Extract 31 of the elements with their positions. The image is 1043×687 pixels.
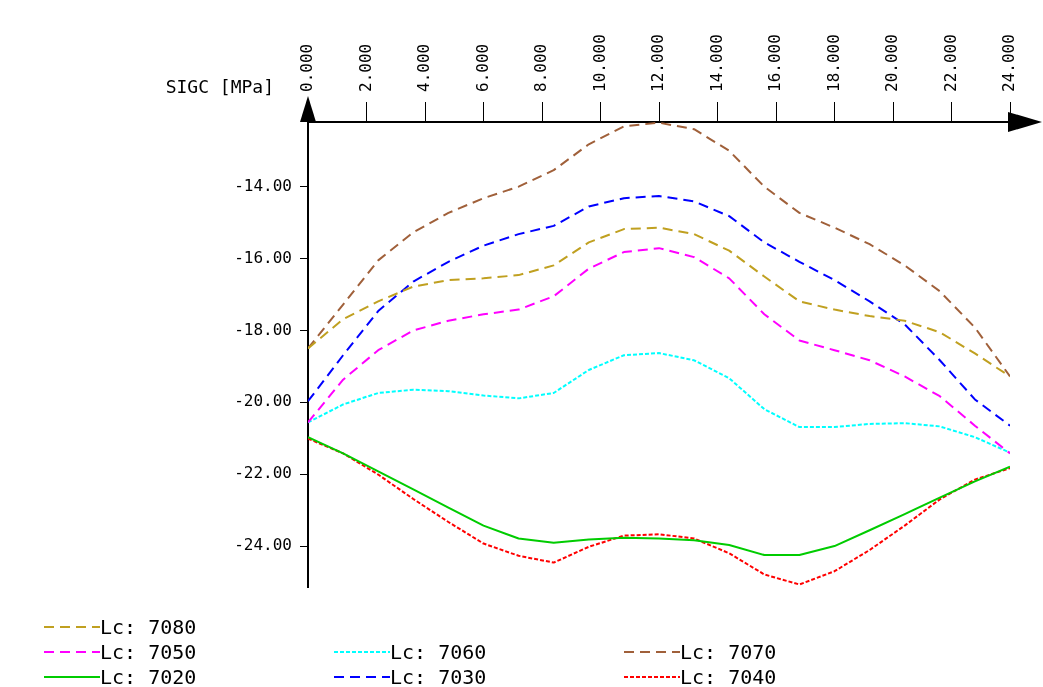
y-axis-title: SIGC [MPa] xyxy=(165,75,274,97)
x-tick-label: 14.000 xyxy=(706,34,726,92)
legend-label: Lc: 7070 xyxy=(680,640,777,664)
y-tick-label: -14.00 xyxy=(234,175,292,195)
x-tick-label: 0.000 xyxy=(297,43,317,92)
x-tick-label: 12.000 xyxy=(648,34,668,92)
x-tick-label: 2.000 xyxy=(355,43,375,92)
y-tick-label: -18.00 xyxy=(234,319,292,339)
y-tick-label: -24.00 xyxy=(234,535,292,555)
x-tick-label: 6.000 xyxy=(472,43,492,92)
line-series xyxy=(308,437,1010,586)
x-tick-label: 4.000 xyxy=(414,43,434,92)
legend-label: Lc: 7060 xyxy=(390,640,487,664)
y-tick-label: -16.00 xyxy=(234,247,292,267)
legend-label: Lc: 7020 xyxy=(100,665,197,687)
x-tick-label: 8.000 xyxy=(531,43,551,92)
x-tick-label: 24.000 xyxy=(999,34,1019,92)
x-tick-label: 20.000 xyxy=(882,34,902,92)
line-series xyxy=(308,195,1010,427)
x-tick-label: 10.000 xyxy=(589,34,609,92)
line-series xyxy=(308,247,1010,455)
x-tick-label: 16.000 xyxy=(765,34,785,92)
legend-label: Lc: 7040 xyxy=(680,665,777,687)
x-tick-label: 18.000 xyxy=(823,34,843,92)
legend-label: Lc: 7080 xyxy=(100,615,197,639)
legend-label: Lc: 7030 xyxy=(390,665,487,687)
x-tick-label: 22.000 xyxy=(940,34,960,92)
line-series xyxy=(308,352,1010,454)
y-tick-label: -22.00 xyxy=(234,463,292,483)
y-tick-label: -20.00 xyxy=(234,391,292,411)
legend-label: Lc: 7050 xyxy=(100,640,197,664)
